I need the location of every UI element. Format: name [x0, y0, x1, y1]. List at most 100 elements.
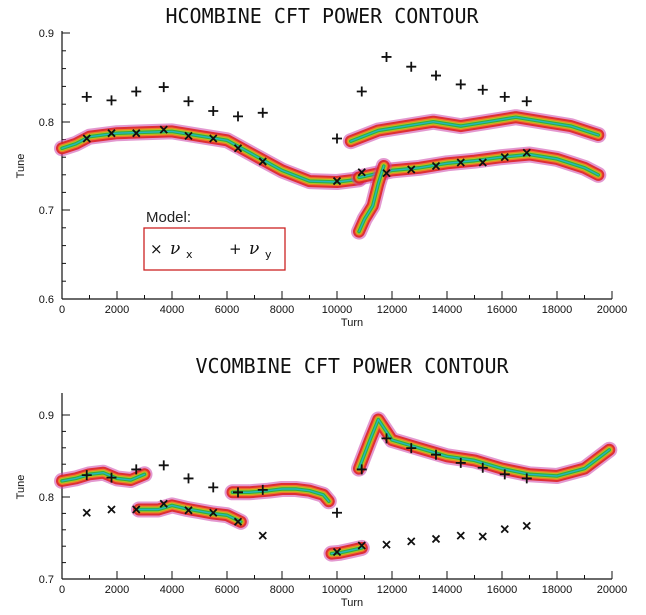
nu-y-point [356, 464, 367, 475]
nu-y-point [521, 96, 532, 107]
nu-y-point [81, 470, 92, 481]
contour-ridge-2-level-5 [350, 116, 599, 142]
nu-x-point [107, 505, 116, 514]
nu-y-point [406, 61, 417, 72]
x-tick-label: 16000 [487, 584, 518, 596]
nu-y-point [499, 91, 510, 102]
y-tick-label: 0.8 [39, 117, 54, 129]
x-tick-label: 6000 [215, 584, 239, 596]
bottom-chart-vcombine: VCOMBINE CFT POWER CONTOUR 0 2000 4000 6000… [15, 354, 627, 609]
nu-x-point [159, 499, 168, 508]
x-tick-label: 12000 [377, 584, 408, 596]
legend: Model:× ν x + ν y [143, 209, 286, 271]
top-chart-hcombine: HCOMBINE CFT POWER CONTOUR 0 2000 4000 6000… [15, 4, 627, 329]
nu-y-point [208, 106, 219, 117]
nu-y-point [257, 484, 268, 495]
nu-x-point [258, 531, 267, 540]
nu-x-point [159, 125, 168, 134]
y-axis-label: Tune [15, 475, 27, 500]
nu-y-point [131, 464, 142, 475]
legend-x-symbol: × [150, 240, 163, 258]
nu-y-point [521, 473, 532, 484]
x-tick-label: 4000 [160, 584, 184, 596]
x-tick-label: 10000 [322, 304, 353, 316]
nu-y-point [431, 449, 441, 460]
x-axis-label: Turn [341, 317, 363, 329]
nu-x-point [132, 129, 141, 138]
x-tick-label: 20000 [597, 584, 628, 596]
legend-box [143, 227, 286, 271]
nu-y-point [406, 443, 417, 454]
nu-y-point [332, 507, 342, 518]
nu-y-point [477, 462, 488, 473]
x-tick-label: 14000 [432, 584, 463, 596]
nu-y-point [477, 84, 488, 95]
nu-x-point [407, 165, 416, 174]
y-tick-label: 0.9 [39, 410, 54, 422]
bottom-chart-title: VCOMBINE CFT POWER CONTOUR [195, 354, 509, 378]
x-tick-label: 0 [59, 584, 65, 596]
x-tick-label: 18000 [542, 584, 573, 596]
contour-ridge-1-level-5 [138, 504, 242, 523]
nu-x-point [132, 505, 141, 514]
nu-y-point [183, 473, 194, 484]
nu-x-point [209, 134, 218, 143]
nu-x-point [478, 532, 487, 541]
x-tick-label: 18000 [542, 304, 573, 316]
x-tick-label: 0 [59, 304, 65, 316]
nu-x-point [332, 547, 342, 557]
nu-x-point [456, 158, 465, 167]
nu-y-point [158, 460, 169, 471]
x-tick-label: 8000 [270, 584, 294, 596]
nu-x-point [522, 148, 531, 157]
legend-nu-y: ν [249, 239, 259, 259]
nu-x-point [431, 534, 441, 544]
nu-x-point [209, 508, 218, 517]
nu-y-point [208, 482, 219, 493]
nu-y-point [183, 96, 194, 107]
nu-x-point [357, 541, 366, 550]
nu-y-point [131, 86, 142, 97]
nu-y-point [455, 79, 466, 90]
legend-y-symbol: + [229, 240, 242, 258]
nu-y-point [455, 457, 466, 468]
x-tick-label: 20000 [597, 304, 628, 316]
nu-x-point [184, 131, 193, 140]
nu-y-point [381, 51, 392, 62]
nu-x-point [258, 157, 267, 166]
nu-y-point [106, 472, 117, 483]
nu-x-point [107, 129, 116, 138]
contour-ridge-2-level-5 [231, 488, 330, 502]
contour-ridge-3-level-5 [358, 165, 385, 233]
nu-y-point [499, 469, 510, 480]
nu-x-point [184, 506, 193, 515]
y-tick-label: 0.7 [39, 574, 54, 586]
nu-y-point [158, 82, 169, 93]
x-tick-label: 16000 [487, 304, 518, 316]
x-tick-label: 12000 [377, 304, 408, 316]
x-tick-label: 6000 [215, 304, 239, 316]
x-tick-label: 2000 [105, 584, 129, 596]
y-tick-label: 0.8 [39, 492, 54, 504]
nu-y-point [257, 107, 268, 118]
nu-x-point [332, 176, 342, 186]
legend-y-sub: y [265, 248, 272, 261]
nu-x-point [431, 161, 441, 171]
x-tick-label: 2000 [105, 304, 129, 316]
nu-y-point [233, 111, 243, 122]
nu-x-point [478, 158, 487, 167]
legend-x-sub: x [186, 248, 193, 261]
nu-x-point [522, 521, 531, 530]
legend-nu-x: ν [170, 239, 180, 259]
x-tick-label: 8000 [270, 304, 294, 316]
contour-ridge-0-level-5 [61, 472, 146, 482]
nu-y-point [81, 91, 92, 102]
nu-y-point [106, 95, 117, 106]
y-tick-label: 0.7 [39, 205, 54, 217]
nu-x-point [82, 134, 91, 143]
nu-x-point [357, 168, 366, 177]
y-tick-label: 0.9 [39, 28, 54, 40]
nu-x-point [500, 152, 509, 162]
nu-y-point [381, 433, 392, 444]
